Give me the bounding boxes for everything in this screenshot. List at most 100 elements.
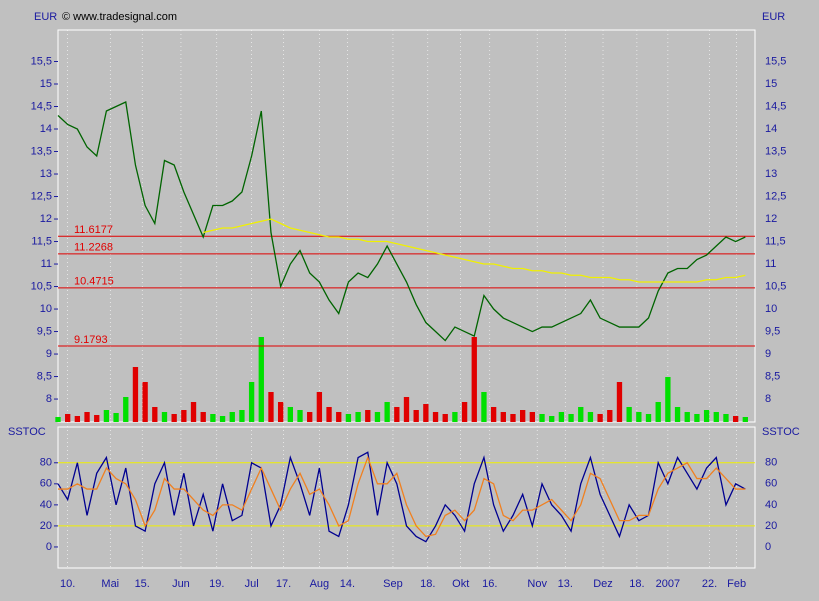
y-tick-label: 80 <box>765 457 777 469</box>
volume-bar <box>703 410 710 422</box>
volume-bar <box>732 416 739 422</box>
volume-bar <box>694 414 700 422</box>
volume-bar <box>481 392 487 422</box>
y-tick-label: 0 <box>46 541 52 553</box>
y-tick-label: 40 <box>765 499 777 511</box>
volume-bar <box>520 410 526 422</box>
axis-label-left: EUR <box>34 11 57 23</box>
volume-bar <box>723 414 729 422</box>
volume-bar <box>123 397 129 422</box>
volume-bar <box>471 337 477 422</box>
volume-bar <box>684 412 690 422</box>
stoch-panel <box>57 426 756 569</box>
volume-bar <box>597 414 603 422</box>
volume-bar <box>336 412 342 422</box>
volume-bar <box>74 416 81 422</box>
series-line <box>57 451 746 543</box>
volume-bar <box>210 414 216 422</box>
series-line <box>203 218 746 283</box>
y-tick-label: 13,5 <box>765 145 786 157</box>
volume-bar <box>558 412 565 422</box>
x-tick-label: Aug <box>310 578 330 590</box>
volume-bar <box>103 410 110 422</box>
volume-bar <box>171 414 177 422</box>
level-label: 10.4715 <box>74 276 114 288</box>
x-tick-label: Feb <box>727 578 746 590</box>
volume-bar <box>529 412 536 422</box>
volume-bar <box>742 417 748 422</box>
volume-bar <box>219 416 226 422</box>
y-tick-label: 8 <box>46 393 52 405</box>
y-tick-label: 9 <box>46 348 52 360</box>
volume-bar <box>277 402 284 422</box>
volume-bar <box>510 414 516 422</box>
y-tick-label: 0 <box>765 541 771 553</box>
volume-bar <box>239 410 245 422</box>
volume-bar <box>84 412 90 422</box>
x-tick-label: 16. <box>482 578 497 590</box>
x-tick-label: 22. <box>702 578 717 590</box>
x-tick-label: 15. <box>135 578 150 590</box>
y-tick-label: 9 <box>765 348 771 360</box>
volume-bar <box>568 414 574 422</box>
y-tick-label: 12 <box>40 213 52 225</box>
volume-bar <box>65 414 71 422</box>
volume-bar <box>452 412 458 422</box>
y-tick-label: 14 <box>765 123 777 135</box>
volume-bar <box>394 407 400 422</box>
y-tick-label: 8,5 <box>37 370 52 382</box>
y-tick-label: 40 <box>40 499 52 511</box>
x-tick-label: 14. <box>340 578 355 590</box>
x-tick-label: Dez <box>593 578 613 590</box>
volume-bar <box>616 382 623 422</box>
y-tick-label: 14,5 <box>31 100 52 112</box>
y-tick-label: 80 <box>40 457 52 469</box>
level-label: 9.1793 <box>74 334 108 346</box>
y-tick-label: 15,5 <box>765 55 786 67</box>
x-tick-label: 2007 <box>656 578 680 590</box>
volume-bar <box>403 397 410 422</box>
volume-bar <box>413 410 419 422</box>
y-tick-label: 15 <box>765 78 777 90</box>
y-tick-label: 12,5 <box>765 190 786 202</box>
volume-bar <box>587 412 594 422</box>
y-tick-label: 20 <box>40 520 52 532</box>
y-tick-label: 10 <box>40 303 52 315</box>
volume-bar <box>365 410 371 422</box>
y-tick-label: 13 <box>765 168 777 180</box>
volume-bar <box>636 412 642 422</box>
volume-bar <box>94 415 100 422</box>
volume-bar <box>374 412 381 422</box>
volume-bar <box>307 412 313 422</box>
y-tick-label: 14,5 <box>765 100 786 112</box>
x-tick-label: Jul <box>245 578 259 590</box>
volume-bar <box>674 407 681 422</box>
stoch-label-right: SSTOC <box>762 426 800 438</box>
y-tick-label: 10,5 <box>31 280 52 292</box>
volume-bar <box>384 402 390 422</box>
volume-bar <box>113 413 119 422</box>
y-tick-label: 20 <box>765 520 777 532</box>
y-tick-label: 13,5 <box>31 145 52 157</box>
volume-bar <box>200 412 206 422</box>
level-label: 11.6177 <box>74 224 113 236</box>
y-tick-label: 8,5 <box>765 370 780 382</box>
volume-bar <box>423 404 429 422</box>
volume-bar <box>142 382 148 422</box>
level-label: 11.2268 <box>74 242 113 254</box>
x-tick-label: 18. <box>420 578 435 590</box>
y-tick-label: 9,5 <box>765 325 780 337</box>
volume-bar <box>161 412 168 422</box>
volume-bar <box>287 407 293 422</box>
volume-bar <box>55 417 61 422</box>
y-tick-label: 10,5 <box>765 280 786 292</box>
volume-bar <box>578 407 584 422</box>
volume-bar <box>229 412 235 422</box>
volume-bar <box>645 414 652 422</box>
volume-bar <box>461 402 468 422</box>
y-tick-label: 12,5 <box>31 190 52 202</box>
x-tick-label: 13. <box>558 578 573 590</box>
x-tick-label: 10. <box>60 578 75 590</box>
volume-bar <box>432 412 439 422</box>
